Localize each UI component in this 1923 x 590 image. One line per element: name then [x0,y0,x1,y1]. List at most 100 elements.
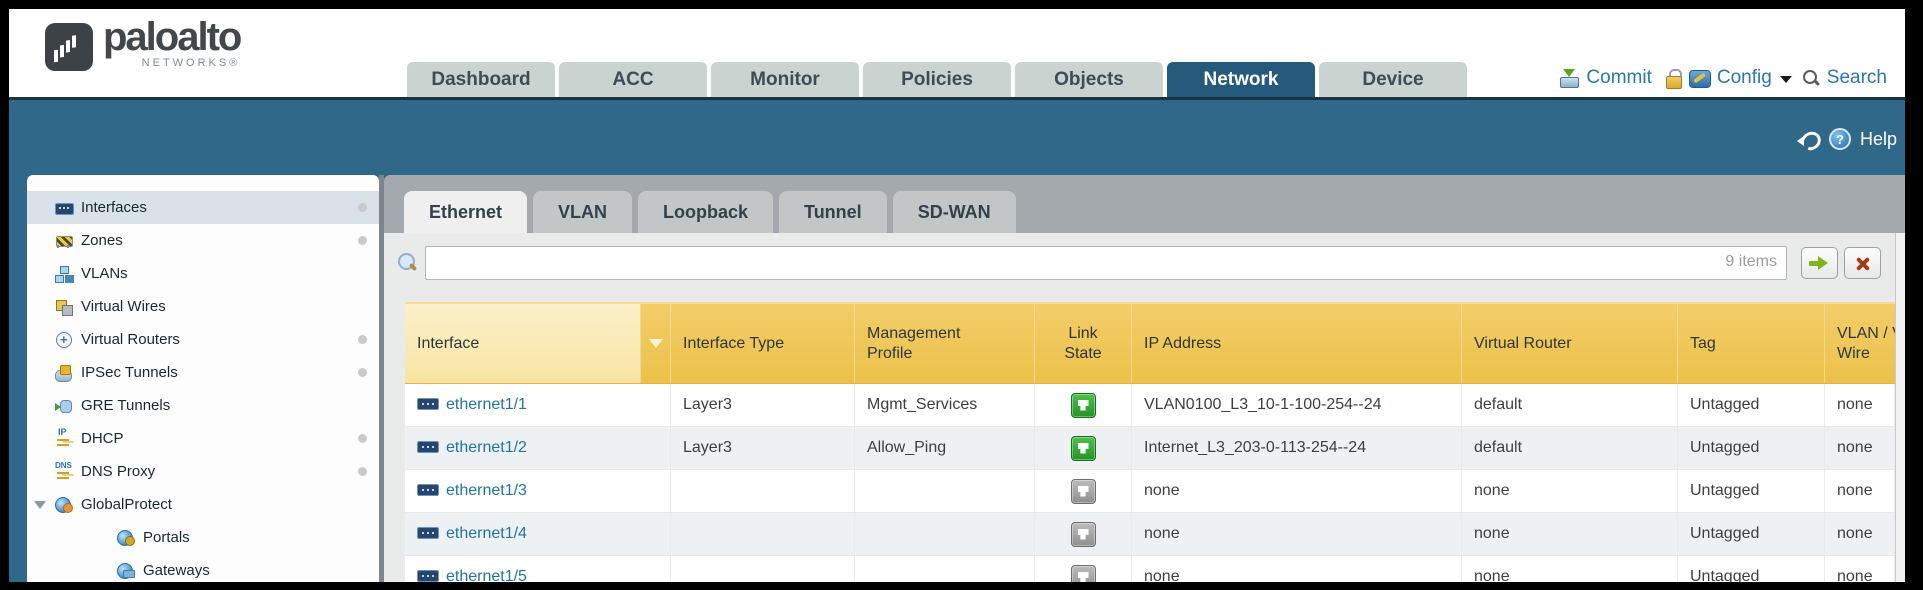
nav-tab-policies[interactable]: Policies [863,62,1011,97]
interface-link[interactable]: ethernet1/5 [446,568,527,582]
help-icon[interactable]: ? [1828,128,1851,150]
status-dot [358,434,367,443]
tab-vlan[interactable]: VLAN [533,191,633,233]
sidebar-item-portals[interactable]: Portals [27,521,379,554]
column-header-link[interactable]: Link State [1035,304,1132,383]
sidebar-item-zones[interactable]: Zones [27,224,379,257]
column-label: Interface [417,334,480,352]
management-profile-cell [855,556,1035,582]
interface-link[interactable]: ethernet1/3 [446,482,527,499]
brand-name: paloalto [103,15,242,59]
link-state-cell [1035,384,1132,426]
gre-tunnels-icon [55,398,73,414]
management-profile-cell: Allow_Ping [855,427,1035,469]
column-header-interface-type[interactable]: Interface Type [671,304,855,383]
search-icon[interactable] [1802,69,1820,87]
filter-magnifier-icon [398,252,418,274]
column-header-ip-address[interactable]: IP Address [1132,304,1462,383]
sidebar-item-gateways[interactable]: Gateways [27,554,379,582]
tab-sd-wan[interactable]: SD-WAN [892,191,1016,233]
logo-text: paloalto NETWORKS® [103,15,242,69]
vlan-cell: none [1825,556,1895,582]
column-header-management[interactable]: Management Profile [855,304,1035,383]
virtual-router-cell: default [1462,427,1678,469]
commit-icon[interactable] [1559,68,1580,88]
link-state-down-icon [1070,521,1096,547]
column-header-tag[interactable]: Tag [1678,304,1825,383]
expand-triangle-icon[interactable] [34,501,46,509]
table-row[interactable]: ethernet1/2 Layer3 Allow_Ping Internet_L3_2… [405,427,1895,470]
link-state-cell [1035,470,1132,512]
filter-input[interactable] [425,246,1787,280]
interface-type-cell [671,556,855,582]
column-label: Virtual Router [1474,334,1572,352]
sidebar-item-dhcp[interactable]: DHCP [27,422,379,455]
tab-loopback[interactable]: Loopback [638,191,774,233]
search-button[interactable]: Search [1826,67,1887,88]
nav-tab-dashboard[interactable]: Dashboard [407,62,555,97]
filter-toolbar: 9 items [398,245,1881,281]
tag-cell: Untagged [1678,384,1825,426]
column-label: Profile [867,344,913,362]
sidebar-item-virtual-routers[interactable]: Virtual Routers [27,323,379,356]
sidebar-item-vlans[interactable]: VLANs [27,257,379,290]
interface-link[interactable]: ethernet1/4 [446,525,527,542]
sidebar-scrollbar[interactable] [379,175,384,582]
column-header-interface[interactable]: Interface [405,304,641,383]
column-header-vlan-v[interactable]: VLAN / V Wire [1825,304,1895,383]
status-dot [358,368,367,377]
table-row[interactable]: ethernet1/3 none none Untagged none [405,470,1895,513]
sidebar-item-ipsec-tunnels[interactable]: IPSec Tunnels [27,356,379,389]
interface-link[interactable]: ethernet1/1 [446,396,527,413]
config-icon[interactable] [1688,69,1711,88]
config-menu[interactable]: Config [1716,67,1772,88]
tab-tunnel[interactable]: Tunnel [779,191,887,233]
sidebar-item-label: GlobalProtect [81,496,172,513]
tag-cell: Untagged [1678,556,1825,582]
column-header-virtual-router[interactable]: Virtual Router [1462,304,1678,383]
sidebar-item-gre-tunnels[interactable]: GRE Tunnels [27,389,379,422]
nav-tab-network[interactable]: Network [1167,62,1315,97]
sidebar-item-virtual-wires[interactable]: Virtual Wires [27,290,379,323]
table-row[interactable]: ethernet1/5 none none Untagged none [405,556,1895,582]
table-row[interactable]: ethernet1/1 Layer3 Mgmt_Services VLAN0100_L… [405,384,1895,427]
sidebar: Interfaces Zones VLANs Virtual Wires Virtual… [27,175,379,582]
nav-tab-objects[interactable]: Objects [1015,62,1163,97]
refresh-icon[interactable] [1796,130,1820,149]
virtual-router-cell: none [1462,470,1678,512]
ethernet-interface-icon [417,398,439,410]
zones-icon [55,233,73,249]
interface-link[interactable]: ethernet1/2 [446,439,527,456]
top-bar: paloalto NETWORKS® Dashboard ACC Monitor Po… [9,9,1905,97]
column-label: Management [867,324,961,342]
column-label: VLAN / V [1837,324,1895,342]
apply-filter-button[interactable] [1801,247,1838,279]
management-profile-cell [855,513,1035,555]
chevron-down-icon[interactable] [1779,76,1792,83]
help-link[interactable]: Help [1859,128,1897,149]
nav-tab-monitor[interactable]: Monitor [711,62,859,97]
virtual-wires-icon [55,299,73,316]
tab-ethernet[interactable]: Ethernet [404,191,528,233]
nav-tab-acc[interactable]: ACC [559,62,707,97]
lock-icon[interactable] [1665,68,1682,89]
vlan-cell: none [1825,384,1895,426]
link-state-up-icon [1070,435,1096,461]
interface-cell: ethernet1/4 [405,513,671,555]
management-profile-cell [855,470,1035,512]
ip-address-cell: none [1132,556,1462,582]
commit-button[interactable]: Commit [1586,67,1652,88]
table-row[interactable]: ethernet1/4 none none Untagged none [405,513,1895,556]
clear-filter-button[interactable] [1844,247,1881,279]
nav-tab-device[interactable]: Device [1319,62,1467,97]
vlan-cell: none [1825,427,1895,469]
link-state-up-icon [1070,392,1096,418]
tag-cell: Untagged [1678,513,1825,555]
sidebar-item-globalprotect[interactable]: GlobalProtect [27,488,379,521]
sidebar-item-interfaces[interactable]: Interfaces [27,191,379,224]
column-sort-dropdown[interactable] [641,304,671,383]
sidebar-item-dns-proxy[interactable]: DNS Proxy [27,455,379,488]
column-label: Interface Type [683,334,785,352]
vertical-scrollbar[interactable] [1895,233,1905,582]
